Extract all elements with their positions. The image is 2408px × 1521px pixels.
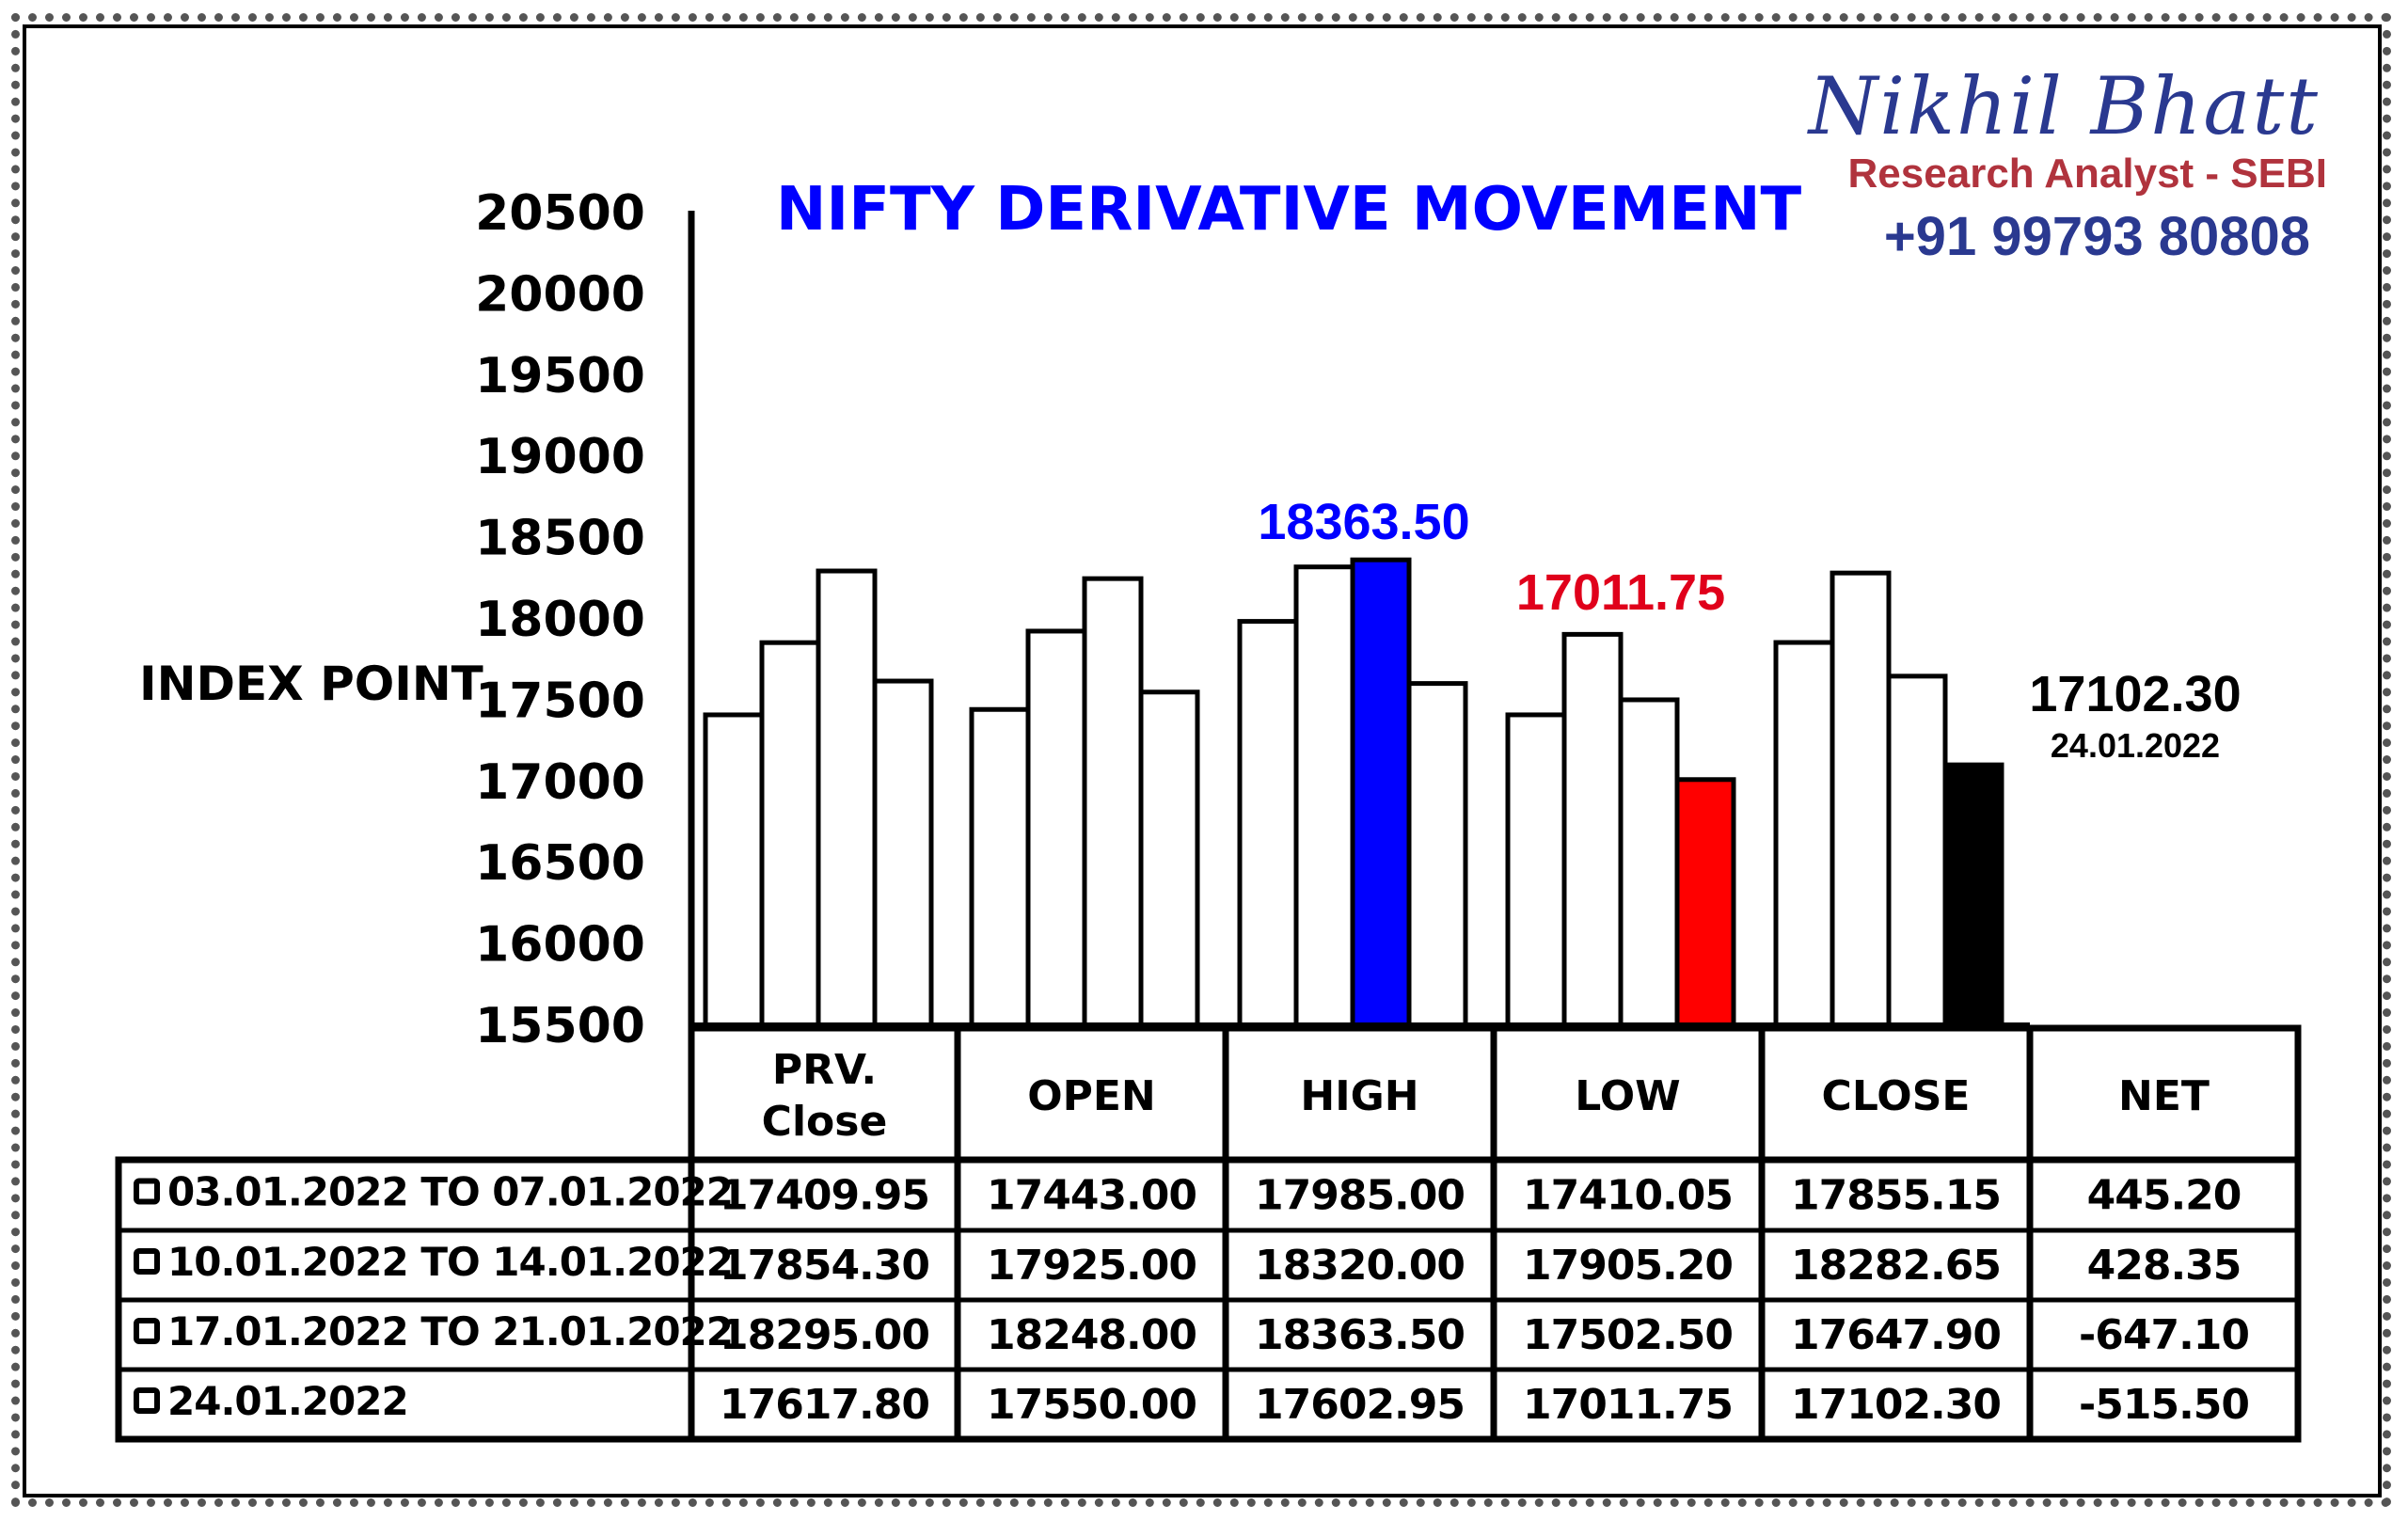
table-cell: 428.35 bbox=[2087, 1242, 2242, 1290]
table-cell: 17550.00 bbox=[987, 1381, 1196, 1429]
y-tick-label: 15500 bbox=[475, 998, 645, 1054]
brand-role: Research Analyst - SEBI bbox=[1847, 151, 2327, 197]
bar-1-2 bbox=[1082, 576, 1144, 1028]
bars bbox=[703, 557, 2004, 1028]
table-cell: 18363.50 bbox=[1255, 1311, 1465, 1359]
y-tick-label: 18500 bbox=[475, 511, 645, 567]
table-cell: 17925.00 bbox=[987, 1242, 1196, 1290]
table-cell: 18282.65 bbox=[1791, 1242, 2001, 1290]
y-tick-label: 19000 bbox=[475, 429, 645, 485]
table-cell: 17905.20 bbox=[1523, 1242, 1733, 1290]
highlight-value-label: 18363.50 bbox=[1258, 494, 1469, 550]
y-tick-label: 20500 bbox=[475, 185, 645, 242]
table-header-cell: PRV. bbox=[772, 1046, 877, 1094]
bar-3-2 bbox=[1618, 697, 1680, 1028]
highlight-date-label: 24.01.2022 bbox=[2051, 726, 2220, 765]
table-cell: 18248.00 bbox=[987, 1311, 1196, 1359]
table-cell: -515.50 bbox=[2079, 1381, 2249, 1429]
table-cell: 17855.15 bbox=[1791, 1172, 2001, 1220]
table-cell: 17985.00 bbox=[1255, 1172, 1465, 1220]
table-cell: 17443.00 bbox=[987, 1172, 1196, 1220]
bar-2-1 bbox=[1293, 564, 1355, 1028]
legend-marker bbox=[134, 1178, 160, 1205]
brand-phone: +91 99793 80808 bbox=[1883, 206, 2310, 267]
bar-3-1 bbox=[1561, 631, 1624, 1028]
table-cell: 17854.30 bbox=[720, 1242, 929, 1290]
bar-1-1 bbox=[1025, 628, 1087, 1028]
y-tick-label: 17500 bbox=[475, 673, 645, 729]
y-axis-label: INDEX POINT bbox=[139, 657, 483, 711]
legend-marker bbox=[134, 1387, 160, 1414]
table-header-cell: HIGH bbox=[1300, 1072, 1418, 1120]
bar-4-2 bbox=[1886, 673, 1948, 1028]
brand-name: Nikhil Bhatt bbox=[1808, 60, 2320, 152]
legend-marker bbox=[134, 1318, 160, 1344]
data-table: PRV.Close OPEN HIGH LOW CLOSE NET 03.01.2022 T… bbox=[115, 1024, 2302, 1443]
table-cell: 17617.80 bbox=[720, 1381, 929, 1429]
bar-1-3 bbox=[1138, 689, 1200, 1028]
table-row-label: 03.01.2022 TO 07.01.2022 bbox=[167, 1169, 733, 1215]
table-cell: -647.10 bbox=[2079, 1311, 2249, 1359]
table-row-label: 17.01.2022 TO 21.01.2022 bbox=[167, 1308, 733, 1355]
table-cell: 17410.05 bbox=[1523, 1172, 1733, 1220]
y-tick-label: 17000 bbox=[475, 754, 645, 811]
table-header-cell: Close bbox=[762, 1098, 888, 1146]
table-header-cell: CLOSE bbox=[1822, 1072, 1971, 1120]
bar-4-0 bbox=[1773, 640, 1835, 1028]
bar-2-0 bbox=[1237, 619, 1299, 1028]
table-cell: 17409.95 bbox=[720, 1172, 929, 1220]
table-cell: 18295.00 bbox=[720, 1311, 929, 1359]
inner-border bbox=[23, 24, 2382, 1497]
bar-4-1 bbox=[1830, 570, 1892, 1028]
annotations: 18363.50 17011.75 17102.30 24.01.2022 bbox=[1258, 494, 2241, 765]
y-axis-ticks: 20500 20000 19500 19000 18500 18000 17500 17000… bbox=[475, 185, 645, 1054]
bar-2-3 bbox=[1406, 681, 1468, 1028]
table-cell: 17602.95 bbox=[1255, 1381, 1465, 1429]
highlight-value-label: 17011.75 bbox=[1516, 564, 1725, 621]
chart-title: NIFTY DERIVATIVE MOVEMENT bbox=[776, 175, 1802, 245]
table-header-cell: OPEN bbox=[1027, 1072, 1156, 1120]
bar-0-3 bbox=[872, 678, 934, 1028]
bar-1-0 bbox=[969, 706, 1031, 1028]
table-cell: 17102.30 bbox=[1791, 1381, 2001, 1429]
bar-3-3 bbox=[1674, 777, 1736, 1028]
table-header-cell: LOW bbox=[1575, 1072, 1680, 1120]
y-tick-label: 18000 bbox=[475, 592, 645, 648]
bar-0-0 bbox=[703, 712, 765, 1028]
legend-marker bbox=[134, 1248, 160, 1275]
y-tick-label: 16000 bbox=[475, 917, 645, 974]
table-cell: 18320.00 bbox=[1255, 1242, 1465, 1290]
bar-0-2 bbox=[816, 568, 878, 1028]
y-tick-label: 20000 bbox=[475, 266, 645, 323]
table-cell: 17647.90 bbox=[1791, 1311, 2001, 1359]
y-tick-label: 19500 bbox=[475, 348, 645, 404]
bar-0-1 bbox=[759, 640, 821, 1028]
outer-dotted-border bbox=[11, 13, 2391, 1507]
bar-4-3 bbox=[1942, 762, 2004, 1028]
bar-3-0 bbox=[1505, 712, 1567, 1028]
bar-2-2 bbox=[1350, 557, 1412, 1028]
table-cell: 17011.75 bbox=[1523, 1381, 1733, 1429]
y-tick-label: 16500 bbox=[475, 835, 645, 892]
table-row-label: 10.01.2022 TO 14.01.2022 bbox=[167, 1239, 733, 1285]
table-header-cell: NET bbox=[2118, 1072, 2210, 1120]
table-cell: 445.20 bbox=[2087, 1172, 2242, 1220]
table-row-label: 24.01.2022 bbox=[167, 1378, 408, 1424]
table-cell: 17502.50 bbox=[1523, 1311, 1733, 1359]
highlight-value-label: 17102.30 bbox=[2029, 666, 2241, 722]
